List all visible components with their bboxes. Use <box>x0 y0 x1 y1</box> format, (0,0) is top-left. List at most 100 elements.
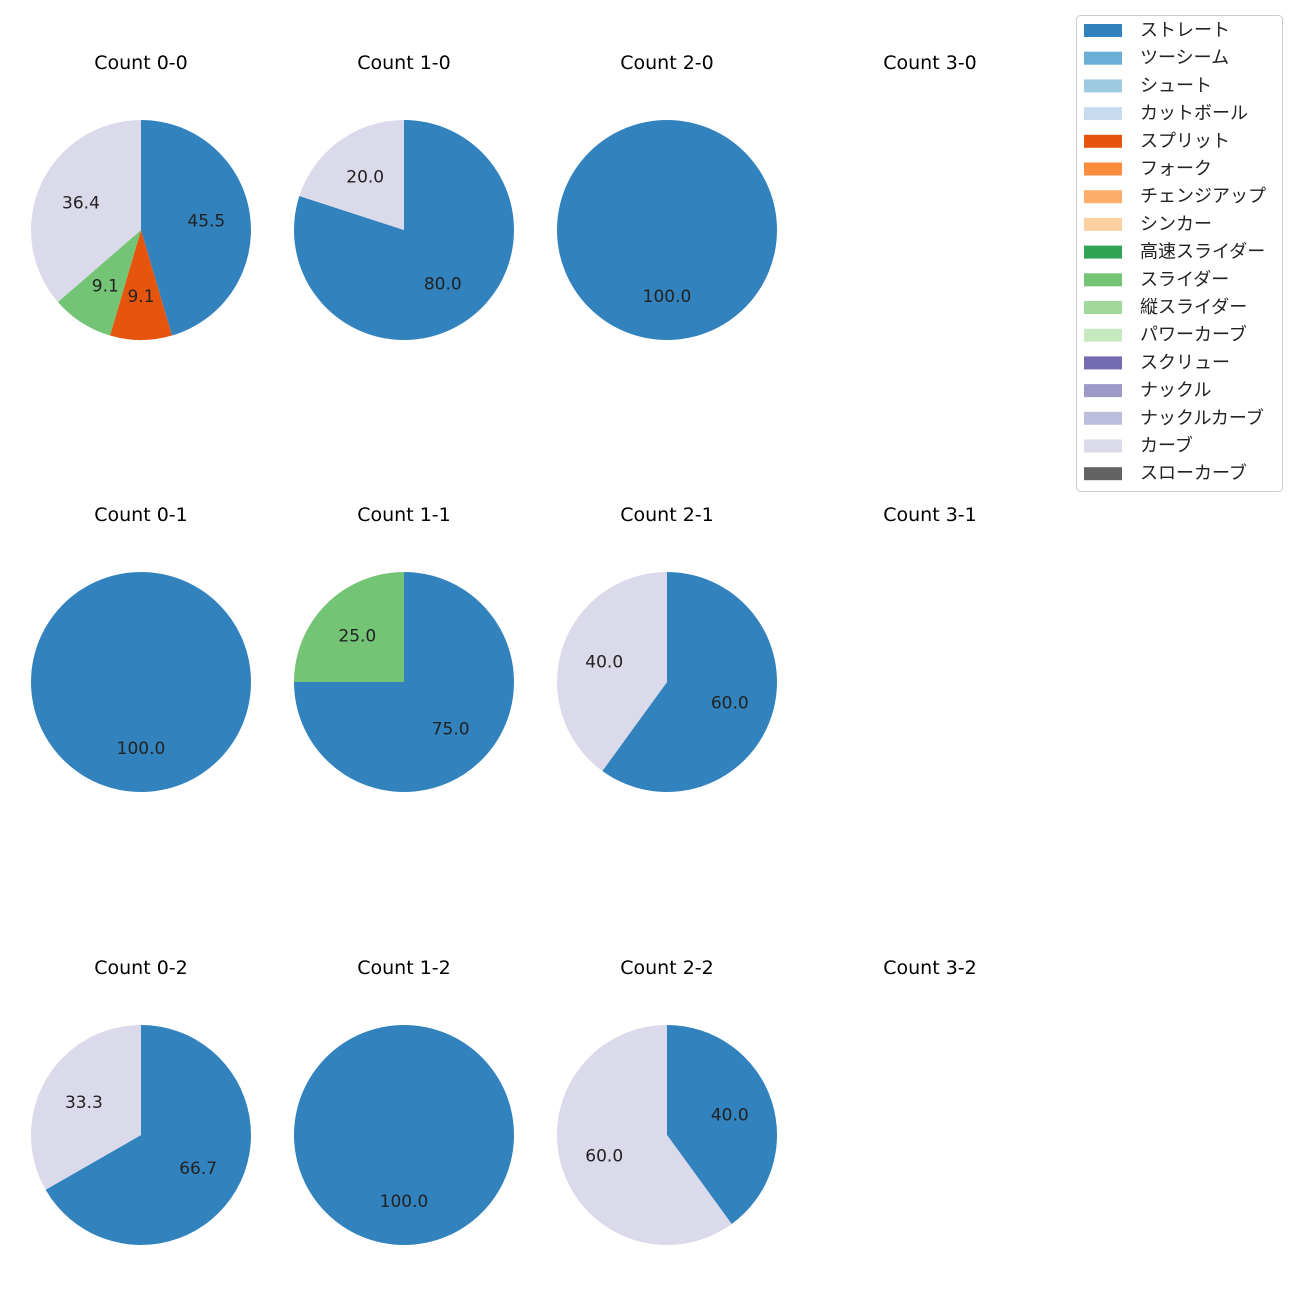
panel-title: Count 0-2 <box>94 957 188 979</box>
slice-label: 80.0 <box>424 274 462 294</box>
legend-swatch <box>1084 328 1122 342</box>
slice-label: 9.1 <box>127 287 154 307</box>
legend-item: パワーカーブ <box>1084 324 1247 346</box>
legend-label: ナックルカーブ <box>1140 407 1264 429</box>
panel-title: Count 1-2 <box>357 957 451 979</box>
pie-slice <box>45 1025 252 1245</box>
panel-title: Count 1-0 <box>357 52 451 74</box>
pie-panel: Count 2-0 100.0 <box>557 52 777 340</box>
pie-slice <box>30 1025 141 1190</box>
slice-label: 20.0 <box>346 168 384 188</box>
slice-label: 60.0 <box>711 693 749 713</box>
legend-swatch <box>1084 273 1122 287</box>
pie-slice <box>294 1025 514 1245</box>
legend-label: 高速スライダー <box>1140 242 1265 263</box>
slice-label: 9.1 <box>92 277 119 297</box>
pie-slice <box>602 572 777 793</box>
pie-panel: Count 2-2 40.0 60.0 <box>556 957 777 1246</box>
slice-label: 33.3 <box>65 1093 103 1113</box>
legend-swatch <box>1084 51 1122 65</box>
legend: ストレートツーシームシュートカットボールスプリットフォークチェンジアップシンカー… <box>1076 15 1283 492</box>
legend-label: カーブ <box>1140 435 1193 457</box>
pie-panel: Count 2-1 60.0 40.0 <box>557 504 777 793</box>
legend-label: カットボール <box>1140 103 1248 124</box>
legend-swatch <box>1084 217 1122 231</box>
slice-label: 66.7 <box>179 1159 217 1179</box>
pie-panel: Count 0-2 66.7 33.3 <box>30 957 252 1245</box>
pie-panel: Count 3-2 <box>883 957 977 979</box>
pie-panel: Count 1-0 80.0 20.0 <box>294 52 514 340</box>
pie-slice <box>31 572 251 792</box>
legend-item: スローカーブ <box>1084 462 1247 484</box>
legend-item: スクリュー <box>1084 352 1230 373</box>
legend-label: チェンジアップ <box>1140 186 1266 207</box>
slice-label: 60.0 <box>585 1146 623 1166</box>
slice-label: 40.0 <box>711 1106 749 1126</box>
pie-panel: Count 3-1 <box>883 504 977 526</box>
legend-item: 縦スライダー <box>1084 297 1247 318</box>
legend-label: スクリュー <box>1140 352 1230 373</box>
legend-swatch <box>1084 245 1122 259</box>
panel-title: Count 1-1 <box>357 504 451 526</box>
legend-item: シンカー <box>1084 214 1212 235</box>
slice-label: 40.0 <box>585 653 623 673</box>
pie-slice <box>299 120 404 230</box>
panel-title: Count 2-0 <box>620 52 714 74</box>
legend-swatch <box>1084 162 1122 176</box>
panel-title: Count 3-1 <box>883 504 977 526</box>
legend-label: ツーシーム <box>1140 48 1229 69</box>
pie-slice <box>57 230 141 336</box>
legend-item: チェンジアップ <box>1084 186 1266 207</box>
pie-slice <box>556 1025 732 1246</box>
legend-item: フォーク <box>1084 159 1212 180</box>
pie-panel: Count 0-1 100.0 <box>31 504 251 792</box>
legend-label: シンカー <box>1140 214 1212 235</box>
legend-frame <box>1076 15 1283 492</box>
legend-label: スプリット <box>1140 131 1230 152</box>
pie-panel: Count 0-0 45.5 9.1 9.1 36.4 <box>30 52 251 340</box>
legend-label: ナックル <box>1140 380 1211 401</box>
legend-label: パワーカーブ <box>1140 324 1247 346</box>
legend-item: スライダー <box>1084 269 1229 290</box>
slice-label: 75.0 <box>432 720 470 740</box>
slice-label: 100.0 <box>643 287 692 307</box>
slice-label: 100.0 <box>117 739 166 759</box>
pie-slice <box>557 572 667 771</box>
panel-title: Count 3-2 <box>883 957 977 979</box>
pie-slice <box>294 572 404 682</box>
legend-swatch <box>1084 439 1122 453</box>
legend-swatch <box>1084 24 1122 37</box>
slice-label: 25.0 <box>338 626 376 646</box>
pie-panel: Count 1-2 100.0 <box>294 957 514 1245</box>
legend-item: シュート <box>1084 75 1212 96</box>
legend-swatch <box>1084 190 1122 204</box>
pie-slice <box>141 120 251 336</box>
legend-item: スプリット <box>1084 131 1230 152</box>
legend-swatch <box>1084 79 1122 93</box>
legend-label: フォーク <box>1140 159 1212 180</box>
legend-swatch <box>1084 134 1122 148</box>
legend-label: 縦スライダー <box>1140 297 1247 318</box>
legend-item: ストレート <box>1084 20 1230 41</box>
panel-title: Count 2-2 <box>620 957 714 979</box>
panel-title: Count 0-1 <box>94 504 188 526</box>
legend-swatch <box>1084 411 1122 425</box>
legend-swatch <box>1084 467 1122 481</box>
legend-swatch <box>1084 301 1122 314</box>
slice-label: 45.5 <box>187 212 225 232</box>
panel-title: Count 2-1 <box>620 504 714 526</box>
pie-slice <box>667 1025 777 1224</box>
legend-label: ストレート <box>1140 20 1230 41</box>
pie-slice <box>30 119 142 303</box>
legend-label: シュート <box>1140 75 1212 96</box>
slice-label: 100.0 <box>380 1192 429 1212</box>
legend-swatch <box>1084 384 1122 398</box>
pie-slice <box>110 230 172 340</box>
legend-item: カットボール <box>1084 103 1248 124</box>
pie-panel: Count 3-0 <box>883 52 977 74</box>
legend-item: ナックルカーブ <box>1084 407 1264 429</box>
legend-swatch <box>1084 107 1122 121</box>
pie-panel: Count 1-1 75.0 25.0 <box>294 504 514 792</box>
pie-slice <box>557 120 777 340</box>
